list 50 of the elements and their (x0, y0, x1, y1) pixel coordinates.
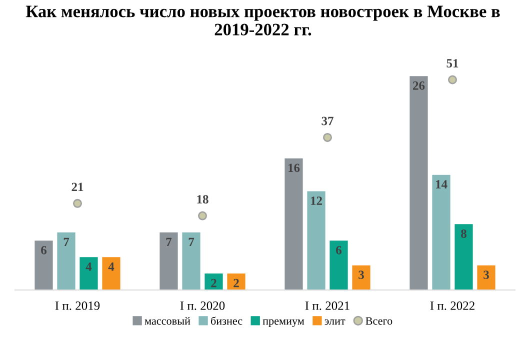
x-tick-label: I п. 2019 (55, 301, 100, 310)
point (73, 198, 82, 208)
x-tick-label: I п. 2022 (430, 301, 474, 310)
data-label: 18 (197, 195, 208, 204)
data-label: 37 (322, 116, 334, 126)
data-label: 3 (358, 270, 364, 280)
bar (352, 265, 370, 290)
data-label: 26 (413, 81, 425, 90)
bar (227, 274, 246, 290)
bar (477, 265, 496, 290)
data-label: 6 (336, 246, 342, 254)
data-label: 4 (108, 262, 114, 271)
data-label: 7 (166, 238, 172, 246)
point (198, 211, 207, 220)
data-label: 3 (484, 270, 489, 280)
legend-label: бизнес (211, 316, 242, 325)
data-label: 51 (446, 59, 458, 68)
data-label: 4 (86, 262, 92, 271)
bar (284, 158, 303, 290)
bar (102, 257, 120, 290)
bar (410, 76, 428, 290)
data-label: 6 (41, 246, 47, 254)
bar (454, 224, 473, 290)
legend-label: Всего (366, 317, 392, 325)
legend-label: премиум (262, 319, 304, 327)
bar (80, 257, 98, 290)
bar (307, 191, 326, 290)
bar (34, 240, 53, 290)
point (448, 75, 457, 84)
data-label: 16 (288, 164, 300, 172)
data-label: 14 (436, 180, 448, 188)
x-tick-label: I п. 2021 (305, 301, 350, 310)
bar (57, 232, 76, 290)
point (323, 132, 332, 142)
data-label: 7 (188, 238, 194, 246)
legend-label: массовый (144, 316, 190, 325)
bar (160, 232, 178, 290)
data-label: 12 (311, 196, 322, 205)
chart-title: Как менялось число новых проектов новостроек в Москве в 2019-2022 гг. (26, 6, 500, 36)
bar (182, 232, 200, 290)
x-tick-label: I п. 2020 (180, 301, 225, 310)
bar (432, 174, 450, 290)
data-label: 2 (211, 278, 216, 288)
data-label: 7 (64, 238, 70, 246)
data-label: 8 (461, 229, 466, 238)
bar (330, 240, 348, 290)
legend-label: элит (324, 319, 346, 325)
data-label: 21 (72, 182, 84, 192)
data-label: 2 (234, 278, 239, 288)
bar (204, 274, 223, 290)
